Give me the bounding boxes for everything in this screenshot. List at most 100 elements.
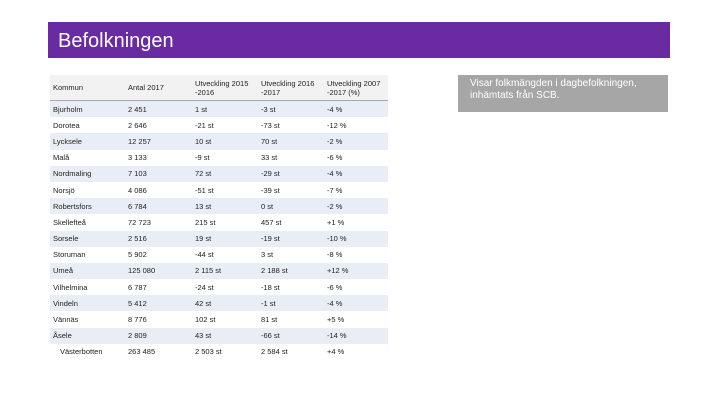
table-cell: Sorsele — [50, 230, 125, 247]
table-cell: -10 % — [324, 230, 388, 247]
table-cell: Skellefteå — [53, 217, 86, 227]
table-cell: -4 % — [324, 165, 388, 182]
table-cell: -6 % — [327, 153, 343, 163]
table-row: Vännäs 8 776 102 st 81 st +5 % — [50, 311, 388, 327]
table-cell: Dorotea — [53, 120, 80, 130]
table-cell: 4 086 — [128, 185, 147, 195]
table-row: Åsele 2 809 43 st -66 st -14 % — [50, 327, 388, 344]
table-cell: Åsele — [50, 327, 125, 344]
table-row: Nordmaling 7 103 72 st -29 st -4 % — [50, 165, 388, 182]
population-table: Kommun Antal 2017 Utveckling 2015 -2016 Utv… — [50, 75, 388, 360]
table-cell: -14 % — [324, 327, 388, 344]
table-cell: 72 st — [192, 165, 258, 182]
table-cell: 0 st — [258, 198, 324, 215]
table-cell: -18 st — [261, 282, 280, 292]
table-cell: +4 % — [327, 347, 345, 357]
table-cell: 5 902 — [128, 250, 147, 260]
table-cell: 10 st — [192, 133, 258, 150]
table-cell: 8 776 — [128, 315, 147, 325]
table-cell: 3 133 — [128, 153, 147, 163]
table-cell: -1 st — [258, 295, 324, 312]
table-cell: Vännäs — [53, 315, 79, 325]
table-cell: 81 st — [261, 315, 278, 325]
header-row: Kommun Antal 2017 Utveckling 2015 -2016 Utv… — [50, 75, 388, 101]
table-cell: -51 st — [195, 185, 214, 195]
table-cell: Umeå — [50, 262, 125, 280]
table-cell: 457 st — [261, 217, 282, 227]
table-cell: +12 % — [324, 262, 388, 280]
table-cell: -4 % — [324, 295, 388, 312]
table-cell: +5 % — [327, 315, 345, 325]
table-cell: 2 188 st — [258, 262, 324, 280]
table-cell: -19 st — [258, 230, 324, 247]
table-cell: 263 485 — [128, 347, 156, 357]
table-cell: 33 st — [261, 153, 278, 163]
table-row: Skellefteå 72 723 215 st 457 st +1 % — [50, 214, 388, 230]
table-cell: -2 % — [324, 133, 388, 150]
table-cell: Vilhelmina — [53, 282, 88, 292]
table-cell: 1 st — [192, 100, 258, 118]
table-cell: -73 st — [261, 120, 280, 130]
table-row: Malå 3 133 -9 st 33 st -6 % — [50, 150, 388, 166]
table-cell: -21 st — [195, 120, 214, 130]
table-row: Bjurholm 2 451 1 st -3 st -4 % — [50, 100, 388, 118]
table-cell: -4 % — [324, 100, 388, 118]
table-cell: -8 % — [327, 250, 343, 260]
table-cell: Nordmaling — [50, 165, 125, 182]
table-cell: -29 st — [258, 165, 324, 182]
table-cell: -66 st — [258, 327, 324, 344]
table-cell: -9 st — [195, 153, 210, 163]
table-cell: -7 % — [327, 185, 343, 195]
table-cell: Västerbotten — [60, 347, 103, 357]
header-cell: Antal 2017 — [125, 75, 192, 101]
table-cell: 2 646 — [128, 120, 147, 130]
header-cell: Utveckling 2016 -2017 — [258, 75, 324, 101]
table-row: Vindeln 5 412 42 st -1 st -4 % — [50, 295, 388, 312]
table-cell: -24 st — [195, 282, 214, 292]
table-cell: -2 % — [324, 198, 388, 215]
table-cell: 12 257 — [125, 133, 192, 150]
table-cell: Lycksele — [50, 133, 125, 150]
title-bar: Befolkningen — [48, 22, 670, 58]
table-cell: Bjurholm — [50, 100, 125, 118]
table-cell: 43 st — [192, 327, 258, 344]
table-row: Dorotea 2 646 -21 st -73 st -12 % — [50, 117, 388, 133]
table-cell: 2 516 — [125, 230, 192, 247]
table-cell: 2 503 st — [195, 347, 222, 357]
table-cell: +1 % — [327, 217, 345, 227]
table-cell: 72 723 — [128, 217, 151, 227]
note-box: Visar folkmängden i dagbefolkningen, inh… — [458, 75, 668, 112]
table-cell: -6 % — [327, 282, 343, 292]
table-row: Vilhelmina 6 787 -24 st -18 st -6 % — [50, 279, 388, 295]
header-cell: Utveckling 2007 -2017 (%) — [324, 75, 388, 101]
table-cell: 7 103 — [125, 165, 192, 182]
table-cell: Storuman — [53, 250, 86, 260]
table-cell: Robertsfors — [50, 198, 125, 215]
table-cell: -12 % — [327, 120, 347, 130]
table-cell: Vindeln — [50, 295, 125, 312]
table-cell: 102 st — [195, 315, 216, 325]
table-row: Norsjö 4 086 -51 st -39 st -7 % — [50, 182, 388, 198]
table-cell: Malå — [53, 153, 70, 163]
header-cell: Utveckling 2015 -2016 — [192, 75, 258, 101]
table-body: Bjurholm 2 451 1 st -3 st -4 % Dorotea 2 646 -2… — [50, 100, 388, 361]
table-cell: 215 st — [195, 217, 216, 227]
table-cell: 13 st — [192, 198, 258, 215]
table-cell: 2 451 — [125, 100, 192, 118]
table-row: Lycksele 12 257 10 st 70 st -2 % — [50, 133, 388, 150]
table-cell: 70 st — [258, 133, 324, 150]
table-cell: 2 584 st — [261, 347, 288, 357]
table-cell: 6 787 — [128, 282, 147, 292]
table-cell: -39 st — [261, 185, 280, 195]
table-cell: -3 st — [258, 100, 324, 118]
table-header: Kommun Antal 2017 Utveckling 2015 -2016 Utv… — [50, 75, 388, 101]
table-row: Sorsele 2 516 19 st -19 st -10 % — [50, 230, 388, 247]
table-cell: 42 st — [192, 295, 258, 312]
table-cell: 5 412 — [125, 295, 192, 312]
table-row: Västerbotten 263 485 2 503 st 2 584 st +4 % — [50, 344, 388, 360]
table-row: Robertsfors 6 784 13 st 0 st -2 % — [50, 198, 388, 215]
table-cell: Norsjö — [53, 185, 75, 195]
table-cell: 3 st — [261, 250, 274, 260]
table-cell: 2 809 — [125, 327, 192, 344]
